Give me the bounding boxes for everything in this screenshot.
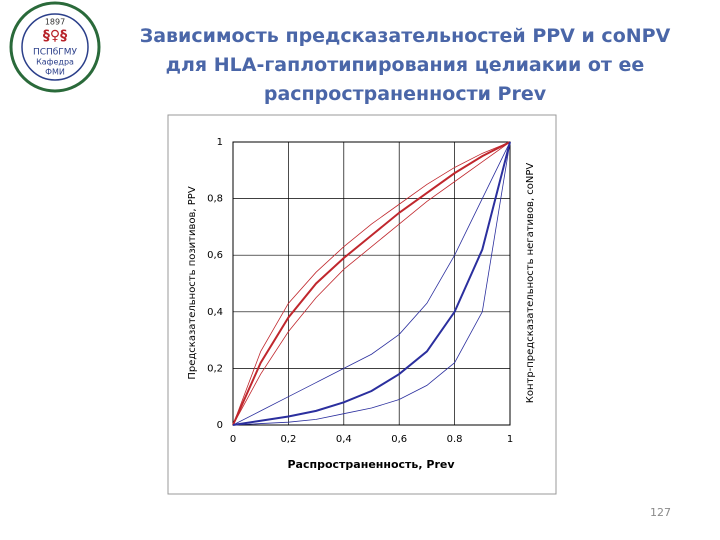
logo-year: 1897 xyxy=(45,18,65,27)
logo: 1897 §♀§ ПСПбГМУ Кафедра ФМИ xyxy=(9,1,101,93)
x-tick-label: 0,4 xyxy=(336,434,352,445)
y2-axis-label: Контр-предсказательность негативов, coNP… xyxy=(525,163,536,404)
logo-inner xyxy=(21,13,89,81)
y-tick-label: 0,8 xyxy=(207,194,223,205)
series-line xyxy=(232,141,511,426)
series-line xyxy=(232,141,511,426)
series-line xyxy=(232,141,511,426)
slide-title: Зависимость предсказательностей PPV и co… xyxy=(139,25,671,105)
y-tick-label: 0 xyxy=(217,420,223,431)
chart-frame xyxy=(167,114,557,495)
y-tick-label: 0,4 xyxy=(207,307,223,318)
x-axis-label: Распространенность, Prev xyxy=(287,458,455,471)
x-tick-label: 0.8 xyxy=(447,434,463,445)
y-tick-label: 1 xyxy=(217,137,223,148)
x-tick-label: 0,6 xyxy=(391,434,407,445)
logo-dept: Кафедра xyxy=(36,58,74,67)
plot-area xyxy=(232,141,511,426)
y-axis-label: Предсказательность позитивов, PPV xyxy=(187,186,198,379)
y-tick-label: 0,2 xyxy=(207,363,223,374)
x-tick-label: 1 xyxy=(507,434,513,445)
x-tick-label: 0,2 xyxy=(280,434,296,445)
y-tick-label: 0,6 xyxy=(207,250,223,261)
x-tick-label: 0 xyxy=(230,434,236,445)
logo-abbr: ФМИ xyxy=(45,68,65,77)
series-line xyxy=(232,141,511,426)
logo-emblem: §♀§ xyxy=(43,28,67,44)
page-number: 127 xyxy=(650,506,671,519)
logo-name: ПСПбГМУ xyxy=(33,48,78,58)
series-line xyxy=(232,141,511,426)
series-line xyxy=(232,141,511,426)
